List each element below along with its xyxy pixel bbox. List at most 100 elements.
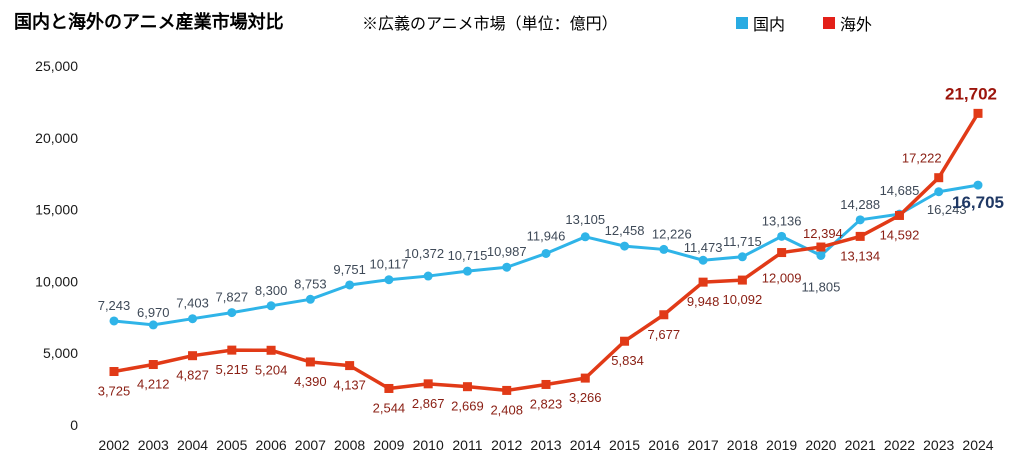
domestic-value-label: 6,970 (137, 305, 170, 320)
overseas-data-marker (934, 173, 944, 183)
y-axis-tick-label: 0 (70, 417, 78, 433)
overseas-value-label: 17,222 (902, 151, 942, 166)
legend-label-overseas: 海外 (840, 17, 873, 34)
domestic-data-marker (620, 241, 630, 251)
overseas-value-label: 2,669 (451, 399, 484, 414)
domestic-value-label: 10,372 (404, 246, 444, 261)
domestic-value-label: 14,685 (880, 183, 920, 198)
legend-swatch-domestic-icon (736, 17, 748, 29)
domestic-value-label: 13,136 (762, 213, 802, 228)
overseas-value-label: 2,544 (373, 400, 406, 415)
domestic-data-marker (462, 266, 472, 276)
x-axis-year-label: 2013 (530, 437, 561, 453)
x-axis-year-label: 2022 (884, 437, 915, 453)
x-axis-year-label: 2003 (138, 437, 169, 453)
overseas-data-marker (462, 382, 472, 392)
overseas-value-label: 3,266 (569, 390, 602, 405)
x-axis-year-label: 2019 (766, 437, 797, 453)
overseas-value-label: 4,390 (294, 374, 327, 389)
x-axis-year-label: 2023 (923, 437, 954, 453)
x-axis-year-label: 2006 (256, 437, 287, 453)
overseas-data-marker (266, 345, 276, 355)
x-axis-year-label: 2008 (334, 437, 365, 453)
overseas-data-marker (148, 360, 158, 370)
overseas-value-label: 3,725 (98, 384, 131, 399)
domestic-value-label: 16,705 (952, 193, 1004, 212)
overseas-value-label: 12,009 (762, 271, 802, 286)
x-axis-year-label: 2015 (609, 437, 640, 453)
domestic-data-marker (148, 320, 158, 330)
domestic-value-label: 8,753 (294, 276, 327, 291)
x-axis-year-label: 2011 (452, 437, 482, 453)
domestic-data-marker (541, 248, 551, 258)
overseas-data-marker (345, 361, 355, 371)
x-axis-year-label: 2024 (962, 437, 993, 453)
x-axis-year-label: 2017 (688, 437, 719, 453)
overseas-value-label: 21,702 (945, 84, 997, 103)
overseas-data-marker (384, 383, 394, 393)
domestic-data-marker (659, 244, 669, 254)
domestic-data-marker (109, 316, 119, 326)
overseas-value-label: 13,134 (840, 248, 880, 263)
domestic-value-label: 11,473 (684, 240, 723, 255)
domestic-data-marker (737, 252, 747, 262)
chart-subtitle: ※広義のアニメ市場（単位：億円） (362, 16, 618, 33)
overseas-value-label: 4,212 (137, 377, 170, 392)
domestic-data-marker (423, 271, 433, 281)
overseas-data-marker (541, 379, 551, 389)
x-axis-year-label: 2018 (727, 437, 758, 453)
overseas-value-label: 14,592 (880, 227, 920, 242)
overseas-value-label: 5,215 (216, 362, 249, 377)
overseas-value-label: 9,948 (687, 294, 720, 309)
domestic-data-marker (502, 262, 512, 272)
x-axis-year-label: 2020 (805, 437, 836, 453)
overseas-value-label: 10,092 (722, 292, 762, 307)
domestic-data-marker (345, 280, 355, 290)
overseas-data-marker (502, 385, 512, 395)
domestic-value-label: 11,805 (802, 279, 841, 294)
overseas-value-label: 7,677 (648, 327, 681, 342)
domestic-value-label: 11,715 (723, 234, 762, 249)
overseas-data-marker (620, 336, 630, 346)
domestic-value-label: 11,946 (527, 228, 566, 243)
y-axis-tick-label: 20,000 (35, 130, 78, 146)
overseas-data-marker (698, 277, 708, 287)
x-axis-year-label: 2016 (648, 437, 679, 453)
chart-title: 国内と海外のアニメ産業市場対比 (14, 12, 284, 32)
x-axis-year-label: 2005 (216, 437, 247, 453)
overseas-value-label: 5,834 (611, 353, 644, 368)
overseas-data-marker (423, 379, 433, 389)
domestic-value-label: 13,105 (565, 212, 605, 227)
overseas-data-marker (659, 310, 669, 320)
overseas-value-label: 5,204 (255, 362, 288, 377)
legend-swatch-overseas-icon (823, 17, 836, 29)
x-axis-year-label: 2002 (98, 437, 129, 453)
domestic-data-marker (266, 301, 276, 311)
domestic-data-marker (580, 232, 590, 242)
domestic-data-marker (188, 314, 198, 324)
overseas-value-label: 12,394 (803, 226, 843, 241)
overseas-value-label: 4,137 (333, 378, 366, 393)
domestic-data-marker (934, 187, 944, 197)
domestic-data-marker (384, 275, 394, 285)
domestic-value-label: 12,226 (652, 226, 692, 241)
domestic-value-label: 16,243 (927, 202, 967, 217)
domestic-value-label: 9,751 (333, 262, 366, 277)
overseas-data-marker (305, 357, 315, 367)
domestic-value-label: 7,243 (98, 298, 131, 313)
x-axis-year-label: 2012 (491, 437, 522, 453)
overseas-data-marker (580, 373, 590, 383)
overseas-data-marker (188, 351, 198, 361)
overseas-data-marker (777, 248, 787, 258)
overseas-value-label: 2,867 (412, 396, 445, 411)
y-axis-tick-label: 10,000 (35, 273, 78, 289)
x-axis-year-label: 2007 (295, 437, 326, 453)
legend-item-domestic: 国内 (736, 11, 785, 35)
y-axis-tick-label: 15,000 (35, 202, 78, 218)
domestic-value-label: 10,715 (448, 248, 488, 263)
domestic-data-marker (698, 255, 708, 265)
domestic-data-marker (855, 215, 865, 225)
overseas-data-marker (973, 108, 983, 118)
overseas-data-marker (109, 367, 119, 377)
legend-label-domestic: 国内 (753, 17, 786, 34)
